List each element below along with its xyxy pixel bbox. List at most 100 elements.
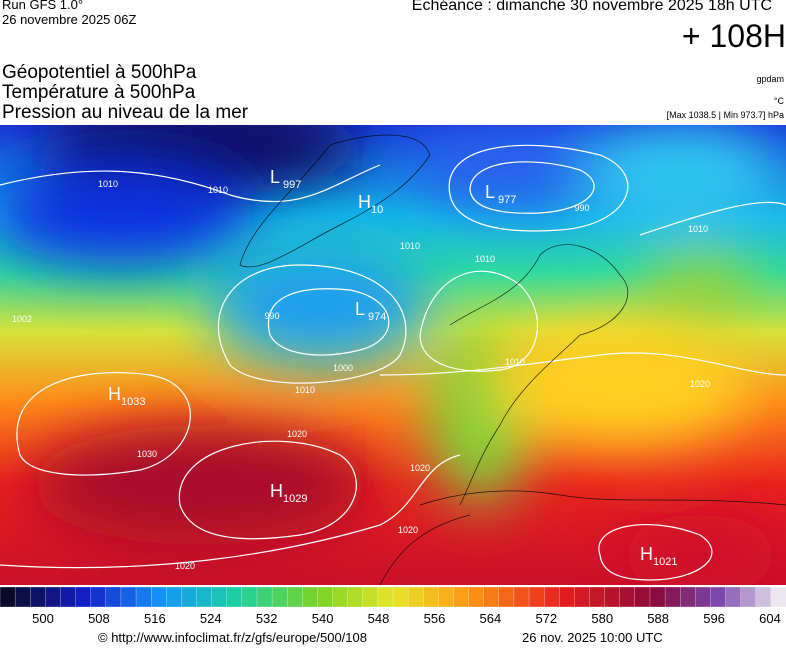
colorbar-swatch bbox=[287, 586, 303, 608]
colorbar-tick-label: 500 bbox=[32, 611, 54, 626]
colorbar-swatch bbox=[544, 586, 560, 608]
colorbar-swatch bbox=[302, 586, 319, 608]
center-value: 977 bbox=[498, 194, 516, 206]
colorbar-swatch bbox=[60, 586, 77, 608]
colorbar-swatch bbox=[574, 586, 591, 608]
colorbar-swatch bbox=[196, 586, 213, 608]
center-value: 1021 bbox=[653, 556, 677, 568]
colorbar-swatch bbox=[604, 586, 621, 608]
colorbar-swatch bbox=[75, 586, 92, 608]
center-letter: H bbox=[640, 544, 653, 564]
lead-time: + 108H bbox=[681, 18, 786, 54]
colorbar-swatch bbox=[226, 586, 243, 608]
colorbar-swatch bbox=[468, 586, 485, 608]
layer: Pression au niveau de la mer bbox=[2, 102, 249, 123]
colorbar-swatch bbox=[271, 586, 288, 608]
isobar-label: 1010 bbox=[208, 185, 228, 195]
colorbar-swatch bbox=[770, 586, 786, 608]
colorbar-tick-label: 524 bbox=[200, 611, 222, 626]
center-letter: H bbox=[108, 384, 121, 404]
run-date: 26 novembre 2025 06Z bbox=[2, 12, 137, 27]
colorbar-swatch bbox=[483, 586, 500, 608]
colorbar-swatch bbox=[755, 586, 772, 608]
colorbar-tick-label: 564 bbox=[480, 611, 502, 626]
colorbar-swatch bbox=[407, 586, 424, 608]
isobar-label: 1002 bbox=[12, 314, 32, 324]
center-value: 1033 bbox=[121, 396, 145, 408]
center-letter: L bbox=[355, 299, 365, 319]
isobar-label: 990 bbox=[574, 203, 589, 213]
echeance: Echéance : dimanche 30 novembre 2025 18h… bbox=[411, 0, 772, 14]
unit: °C bbox=[773, 96, 784, 106]
colorbar-swatch bbox=[362, 586, 379, 608]
colorbar-tick-label: 540 bbox=[312, 611, 334, 626]
isobar-label: 1010 bbox=[98, 179, 118, 189]
isobar-label: 1010 bbox=[400, 241, 420, 251]
colorbar-swatch bbox=[619, 586, 636, 608]
colorbar-swatch bbox=[241, 586, 258, 608]
colorbar-swatch bbox=[740, 586, 757, 608]
colorbar-swatch bbox=[30, 586, 46, 608]
colorbar-swatch bbox=[695, 586, 712, 608]
isobar-label: 1010 bbox=[475, 254, 495, 264]
center-letter: L bbox=[485, 182, 495, 202]
colorbar-tick-label: 548 bbox=[368, 611, 390, 626]
colorbar-swatch bbox=[90, 586, 107, 608]
colorbar-tick-label: 532 bbox=[256, 611, 278, 626]
layer: Température à 500hPa bbox=[2, 82, 196, 103]
colorbar-tick-label: 580 bbox=[591, 611, 613, 626]
isobar-label: 1010 bbox=[688, 224, 708, 234]
colorbar-swatch bbox=[45, 586, 62, 608]
colorbar-swatch bbox=[634, 586, 651, 608]
layer: Géopotentiel à 500hPa bbox=[2, 62, 197, 83]
colorbar-swatch bbox=[392, 586, 409, 608]
colorbar-swatch bbox=[347, 586, 364, 608]
isobar-label: 1020 bbox=[175, 561, 195, 571]
colorbar-tick-label: 572 bbox=[535, 611, 557, 626]
isobar-label: 1020 bbox=[398, 525, 418, 535]
colorbar-swatch bbox=[680, 586, 696, 608]
colorbar-swatch bbox=[498, 586, 515, 608]
colorbar-swatch bbox=[256, 586, 273, 608]
colorbar-swatch bbox=[105, 586, 122, 608]
run: Run GFS 1.0° bbox=[2, 0, 84, 12]
center-value: 974 bbox=[368, 311, 386, 323]
center-letter: H bbox=[358, 192, 371, 212]
colorbar-tick-label: 556 bbox=[424, 611, 446, 626]
colorbar-tick-label: 516 bbox=[144, 611, 166, 626]
colorbar: 500 508 516 524 532 540 548 556 564 572 580 588 596 6… bbox=[0, 586, 786, 626]
unit: gpdam bbox=[756, 74, 784, 84]
colorbar-swatch bbox=[166, 586, 183, 608]
colorbar-swatch bbox=[710, 586, 727, 608]
colorbar-swatch bbox=[453, 586, 470, 608]
colorbar-tick-label: 596 bbox=[703, 611, 725, 626]
colorbar-swatch bbox=[332, 586, 349, 608]
colorbar-swatch bbox=[317, 586, 334, 608]
colorbar-swatch bbox=[135, 586, 152, 608]
colorbar-swatch bbox=[649, 586, 666, 608]
colorbar-swatch bbox=[589, 586, 606, 608]
colorbar-swatch bbox=[377, 586, 394, 608]
colorbar-swatch bbox=[14, 586, 31, 608]
source: © http://www.infoclimat.fr/z/gfs/europe/… bbox=[98, 630, 367, 645]
unit: [Max 1038.5 | Min 973.7] hPa bbox=[666, 110, 784, 120]
colorbar-swatch bbox=[528, 586, 545, 608]
colorbar-swatch bbox=[120, 586, 137, 608]
colorbar-swatch bbox=[0, 586, 16, 608]
isobar-label: 1030 bbox=[137, 449, 157, 459]
colorbar-tick-label: 588 bbox=[647, 611, 669, 626]
colorbar-swatch bbox=[559, 586, 576, 608]
isobar-label: 1010 bbox=[295, 385, 315, 395]
colorbar-swatch bbox=[438, 586, 455, 608]
isobar-label: 1010 bbox=[505, 357, 525, 367]
colorbar-tick-label: 604 bbox=[759, 611, 781, 626]
colorbar-swatch bbox=[423, 586, 439, 608]
colorbar-swatch bbox=[151, 586, 167, 608]
colorbar-swatch bbox=[664, 586, 681, 608]
isobar-label: 1020 bbox=[690, 379, 710, 389]
center-letter: L bbox=[270, 167, 280, 187]
issued: 26 nov. 2025 10:00 UTC bbox=[522, 630, 663, 645]
isobar-label: 1000 bbox=[333, 363, 353, 373]
